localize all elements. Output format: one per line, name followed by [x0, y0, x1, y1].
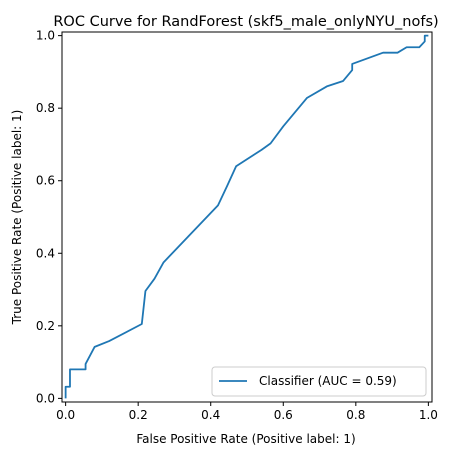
x-axis-label: False Positive Rate (Positive label: 1) — [136, 432, 355, 446]
y-tick-label: 0.8 — [36, 101, 55, 115]
x-tick-label: 0.6 — [274, 408, 293, 422]
x-tick-label: 0.0 — [56, 408, 75, 422]
chart-title: ROC Curve for RandForest (skf5_male_only… — [53, 14, 438, 30]
y-axis-label: True Positive Rate (Positive label: 1) — [10, 110, 24, 326]
y-tick-label: 0.2 — [36, 319, 55, 333]
y-tick-label: 0.4 — [36, 246, 55, 260]
plot-frame — [61, 31, 433, 403]
y-tick-label: 0.6 — [36, 174, 55, 188]
x-tick-label: 0.8 — [346, 408, 365, 422]
x-tick-label: 0.4 — [201, 408, 220, 422]
axis-ticks: 0.0 0.2 0.4 0.6 0.8 1.0 0.0 0.2 0.4 0.6 0.8 1.0 — [36, 29, 438, 422]
roc-curve-line — [64, 34, 429, 399]
x-tick-label: 1.0 — [419, 408, 438, 422]
y-tick-label: 1.0 — [36, 29, 55, 43]
legend-box — [211, 366, 427, 397]
legend: Classifier (AUC = 0.59) — [211, 366, 427, 397]
x-tick-label: 0.2 — [129, 408, 148, 422]
legend-label: Classifier (AUC = 0.59) — [259, 374, 397, 388]
y-tick-label: 0.0 — [36, 391, 55, 405]
